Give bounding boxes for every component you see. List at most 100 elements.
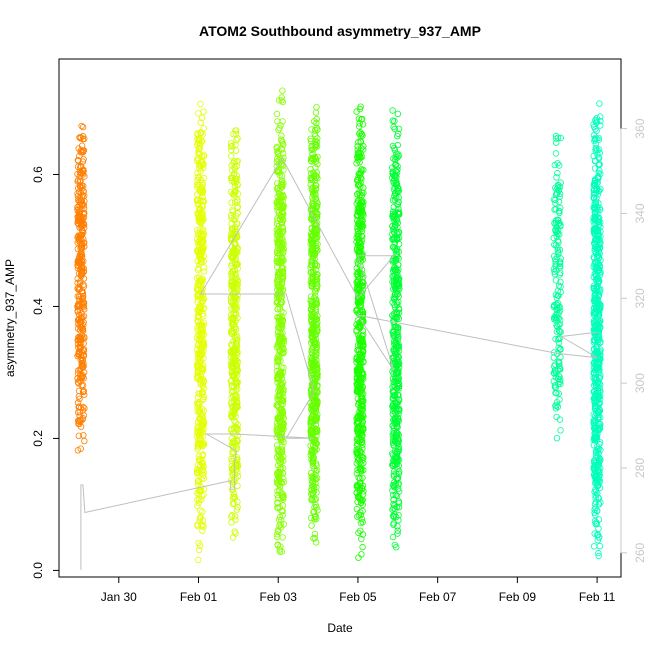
data-point <box>233 453 240 461</box>
data-point <box>200 268 208 275</box>
data-point <box>355 234 362 241</box>
data-point <box>197 483 205 491</box>
data-point <box>310 205 317 213</box>
data-point <box>274 533 281 541</box>
data-point <box>273 145 281 152</box>
data-point <box>74 163 82 170</box>
data-point <box>552 199 559 207</box>
data-point <box>229 495 237 502</box>
data-point <box>555 182 562 189</box>
data-point <box>200 523 207 530</box>
data-point <box>279 118 286 125</box>
data-point <box>591 325 598 332</box>
data-point <box>553 322 560 329</box>
data-point <box>595 379 603 387</box>
data-point <box>275 317 283 325</box>
data-point <box>395 210 403 218</box>
data-point <box>592 214 599 221</box>
data-point <box>308 126 315 133</box>
data-point <box>353 308 360 315</box>
data-point <box>275 126 282 133</box>
data-point <box>194 318 202 325</box>
data-point <box>359 370 366 378</box>
data-point <box>313 483 320 491</box>
data-point <box>597 122 604 129</box>
data-point <box>592 477 599 484</box>
data-point <box>74 279 81 287</box>
data-point <box>393 368 400 375</box>
data-point <box>591 472 599 480</box>
data-point <box>554 304 561 312</box>
data-point <box>591 327 598 334</box>
data-point <box>553 306 560 313</box>
data-point <box>194 428 201 435</box>
data-point <box>593 318 600 325</box>
data-point <box>391 211 398 219</box>
data-point <box>556 262 563 270</box>
data-point <box>74 262 82 269</box>
data-point <box>76 172 84 179</box>
data-point <box>309 150 316 158</box>
data-point <box>389 491 397 499</box>
data-point <box>310 508 318 515</box>
data-point <box>592 511 599 519</box>
data-point <box>228 153 235 160</box>
data-point <box>76 327 84 334</box>
data-point <box>360 375 367 383</box>
data-point <box>355 512 363 519</box>
data-point <box>593 295 601 303</box>
data-point <box>395 309 403 317</box>
data-point <box>275 271 283 278</box>
data-point <box>200 395 207 403</box>
data-point <box>393 299 400 306</box>
data-point <box>594 227 602 235</box>
data-point <box>354 347 361 354</box>
data-point <box>199 197 207 205</box>
data-point <box>357 145 365 152</box>
data-point <box>395 360 402 368</box>
data-point <box>76 408 83 416</box>
data-point <box>277 258 284 265</box>
data-point <box>396 407 403 414</box>
data-point <box>359 402 366 410</box>
data-point <box>592 117 599 124</box>
data-point <box>309 239 317 246</box>
data-point <box>233 220 241 227</box>
data-point <box>308 250 315 258</box>
data-point <box>551 241 558 248</box>
data-point <box>590 194 597 201</box>
data-point <box>590 411 597 418</box>
data-point <box>274 148 281 155</box>
data-point <box>78 269 86 276</box>
data-point <box>273 162 280 170</box>
data-point <box>78 382 85 389</box>
data-point <box>76 344 84 351</box>
data-point <box>228 382 235 390</box>
data-point <box>314 507 321 514</box>
data-point <box>273 220 281 227</box>
data-point <box>200 475 207 482</box>
data-point <box>279 470 287 477</box>
data-point <box>279 534 286 541</box>
data-point <box>228 513 235 520</box>
data-point <box>77 135 84 142</box>
data-point <box>596 439 604 446</box>
data-point <box>313 357 320 364</box>
data-point <box>276 513 284 521</box>
data-point <box>557 353 564 361</box>
data-point <box>357 169 365 176</box>
series-3 <box>273 87 287 555</box>
data-point <box>234 245 241 253</box>
data-point <box>390 496 397 503</box>
data-point <box>277 521 284 528</box>
data-point <box>597 219 604 226</box>
data-point <box>196 428 204 435</box>
data-point <box>196 143 204 150</box>
data-point <box>595 161 602 169</box>
data-point <box>279 198 286 205</box>
data-point <box>194 521 201 528</box>
data-point <box>359 256 366 263</box>
data-point <box>278 202 286 210</box>
data-point <box>80 135 88 142</box>
data-point <box>309 497 316 504</box>
